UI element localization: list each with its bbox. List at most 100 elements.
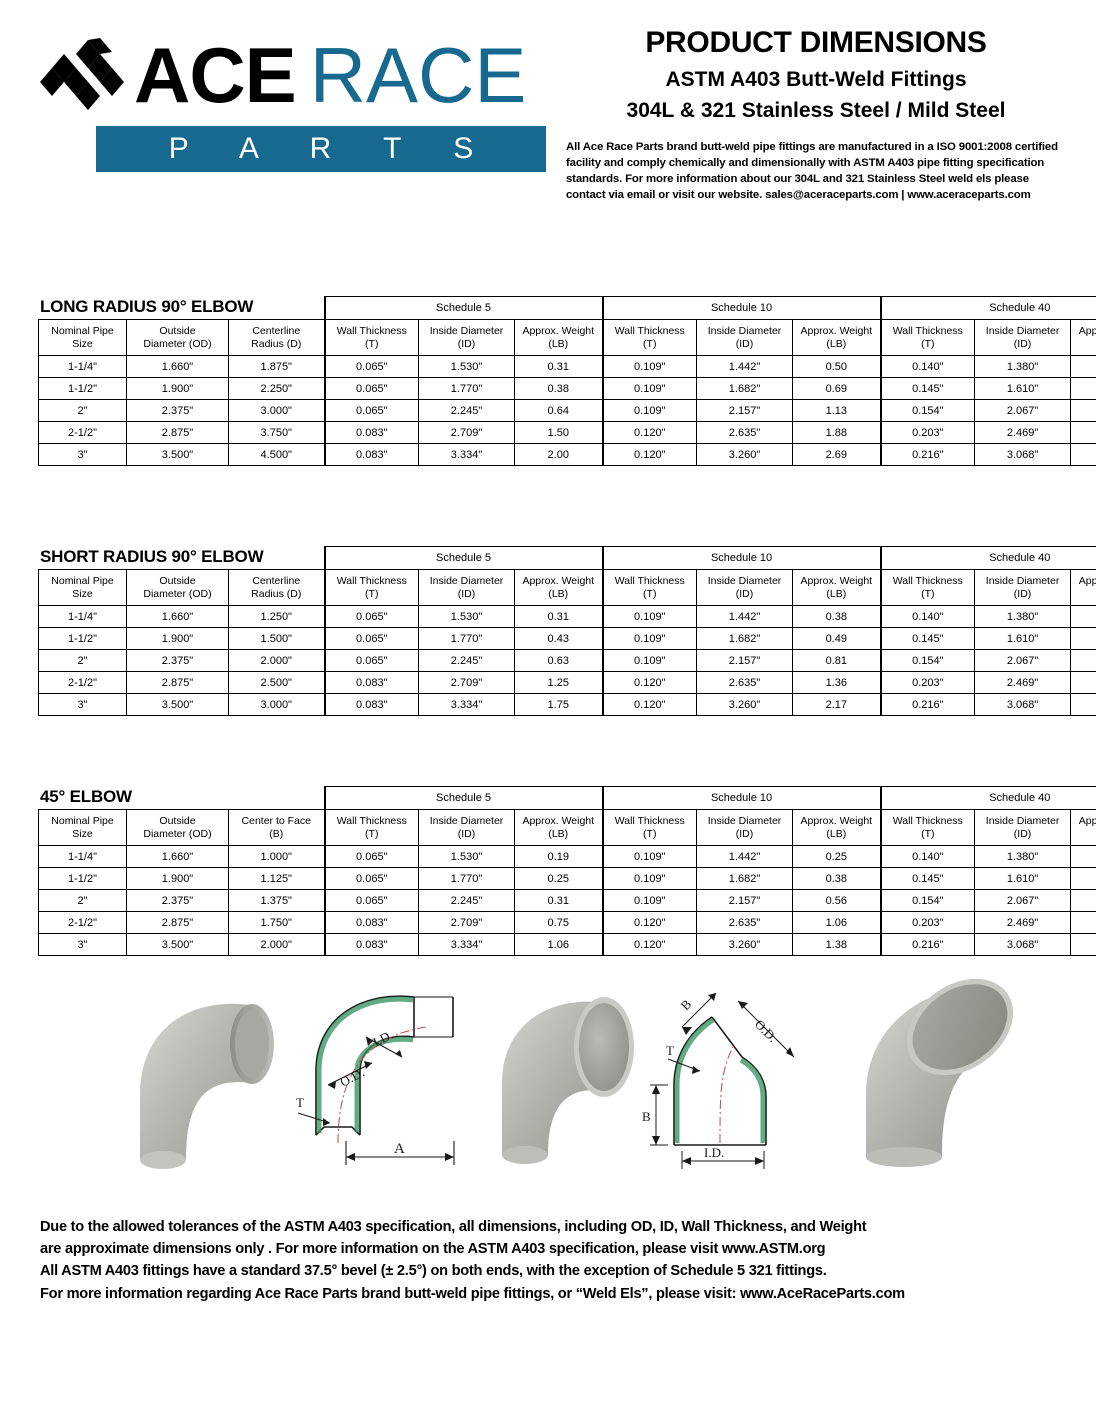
cell-s10-id: 1.682" — [696, 377, 794, 400]
schedule-40-header: Schedule 40 — [880, 546, 1096, 570]
cell-s5-id: 2.709" — [418, 421, 516, 444]
col-header-s10-inside-diameter: Inside Diameter (ID) — [696, 319, 794, 356]
col-header-s10-wall-thickness: Wall Thickness (T) — [602, 569, 698, 606]
dimensions-table: Schedule 5 Schedule 10 Schedule 40 Nomin… — [38, 786, 1096, 956]
cell-size: 1-1/4" — [38, 605, 127, 628]
cell-s10-lb: 0.81 — [792, 649, 882, 672]
cell-s40-lb: 3.00 — [1070, 421, 1096, 444]
cell-od: 1.660" — [126, 355, 229, 378]
table-row: 1-1/4" 1.660" 1.875" 0.065" 1.530" 0.31 0.109"… — [38, 355, 1096, 378]
cell-od: 1.660" — [126, 605, 229, 628]
cell-s10-id: 2.157" — [696, 649, 794, 672]
cell-s10-lb: 0.50 — [792, 355, 882, 378]
cell-size: 1-1/4" — [38, 845, 127, 868]
cell-s10-t: 0.120" — [602, 421, 698, 444]
cell-s10-id: 1.442" — [696, 355, 794, 378]
cell-s10-t: 0.109" — [602, 399, 698, 422]
table-body: 1-1/4" 1.660" 1.875" 0.065" 1.530" 0.31 0.109"… — [38, 355, 1096, 466]
cell-s5-lb: 0.75 — [514, 911, 604, 934]
cell-s40-t: 0.203" — [880, 421, 976, 444]
cell-od: 2.875" — [126, 421, 229, 444]
cell-s40-id: 1.610" — [974, 377, 1072, 400]
page-header: ACE RACE P A R T S PRODUCT DIMENSIONS AS… — [0, 0, 1096, 278]
cell-s40-t: 0.216" — [880, 443, 976, 466]
cell-s10-id: 2.157" — [696, 889, 794, 912]
cell-s10-t: 0.109" — [602, 605, 698, 628]
cell-rad: 1.500" — [227, 627, 326, 650]
schedule-5-header: Schedule 5 — [323, 296, 604, 320]
col-header-outside-diameter: Outside Diameter (OD) — [126, 809, 229, 846]
dimensions-table: Schedule 5 Schedule 10 Schedule 40 Nomin… — [38, 296, 1096, 466]
footer-line-4: For more information regarding Ace Race … — [40, 1285, 905, 1302]
cell-s40-id: 2.067" — [974, 889, 1072, 912]
cell-od: 2.875" — [126, 911, 229, 934]
table-row: 1-1/4" 1.660" 1.000" 0.065" 1.530" 0.19 0.109"… — [38, 845, 1096, 868]
cell-s10-t: 0.120" — [602, 693, 698, 716]
checkered-flag-icon — [40, 38, 124, 110]
cell-s5-lb: 1.75 — [514, 693, 604, 716]
cell-s10-id: 2.635" — [696, 911, 794, 934]
cell-s5-lb: 0.31 — [514, 355, 604, 378]
cell-s40-lb: 1.56 — [1070, 399, 1096, 422]
cell-size: 1-1/4" — [38, 355, 127, 378]
col-header-s40-wall-thickness: Wall Thickness (T) — [880, 569, 976, 606]
label-od: O.D. — [752, 1017, 780, 1045]
col-header-s10-weight: Approx. Weight (LB) — [792, 569, 882, 606]
logo-text-race: RACE — [309, 31, 527, 119]
cell-size: 2" — [38, 399, 127, 422]
cell-size: 1-1/2" — [38, 867, 127, 890]
cell-s40-id: 1.610" — [974, 867, 1072, 890]
cell-s40-lb: 1.13 — [1070, 649, 1096, 672]
cell-s10-t: 0.120" — [602, 911, 698, 934]
table-row: 2" 2.375" 1.375" 0.065" 2.245" 0.31 0.109" 2.15… — [38, 889, 1096, 912]
cell-s5-id: 1.770" — [418, 867, 516, 890]
cell-size: 3" — [38, 443, 127, 466]
cell-od: 2.875" — [126, 671, 229, 694]
cell-rad: 3.000" — [227, 399, 326, 422]
cell-rad: 1.250" — [227, 605, 326, 628]
cell-s10-lb: 0.56 — [792, 889, 882, 912]
cell-s10-lb: 1.13 — [792, 399, 882, 422]
col-header-s40-weight: Approx. Weight(LB) — [1070, 319, 1096, 356]
cell-od: 2.375" — [126, 399, 229, 422]
cell-s40-lb: 1.69 — [1070, 911, 1096, 934]
cell-s40-id: 3.068" — [974, 933, 1072, 956]
table-row: 2-1/2" 2.875" 3.750" 0.083" 2.709" 1.50 0.120"… — [38, 421, 1096, 444]
cell-size: 2" — [38, 649, 127, 672]
cell-s40-id: 3.068" — [974, 693, 1072, 716]
cell-s10-t: 0.120" — [602, 933, 698, 956]
page-subtitle-2: 304L & 321 Stainless Steel / Mild Steel — [626, 98, 1006, 122]
section-title: LONG RADIUS 90° ELBOW — [40, 296, 260, 318]
cell-s40-id: 1.380" — [974, 355, 1072, 378]
cell-rad: 1.375" — [227, 889, 326, 912]
cell-s10-id: 3.260" — [696, 933, 794, 956]
col-header-s40-wall-thickness: Wall Thickness (T) — [880, 809, 976, 846]
table-row: 2" 2.375" 3.000" 0.065" 2.245" 0.64 0.109" 2.15… — [38, 399, 1096, 422]
cell-size: 2" — [38, 889, 127, 912]
header-text-block: PRODUCT DIMENSIONS ASTM A403 Butt-Weld F… — [566, 26, 1066, 204]
cell-s10-id: 2.635" — [696, 671, 794, 694]
cell-s40-lb: 0.38 — [1070, 845, 1096, 868]
cell-s10-t: 0.109" — [602, 867, 698, 890]
label-a: A — [394, 1141, 405, 1157]
schedule-40-header: Schedule 40 — [880, 786, 1096, 810]
cell-s10-id: 1.442" — [696, 845, 794, 868]
cell-s10-t: 0.109" — [602, 377, 698, 400]
45-elbow-photo — [838, 975, 1048, 1175]
cell-s5-t: 0.083" — [323, 671, 420, 694]
footer-line-1: Due to the allowed tolerances of the AST… — [40, 1219, 867, 1235]
col-header-s40-inside-diameter: Inside Diameter (ID) — [974, 569, 1072, 606]
col-header-s5-wall-thickness: Wall Thickness (T) — [323, 809, 420, 846]
cell-rad: 3.750" — [227, 421, 326, 444]
col-header-s5-weight: Approx. Weight (LB) — [514, 569, 604, 606]
cell-s40-t: 0.154" — [880, 649, 976, 672]
cell-s10-lb: 1.38 — [792, 933, 882, 956]
cell-od: 3.500" — [126, 443, 229, 466]
cell-s5-lb: 0.64 — [514, 399, 604, 422]
col-header-s10-inside-diameter: Inside Diameter (ID) — [696, 569, 794, 606]
cell-s10-t: 0.109" — [602, 355, 698, 378]
col-header-s5-wall-thickness: Wall Thickness (T) — [323, 569, 420, 606]
cell-s5-id: 3.334" — [418, 933, 516, 956]
col-header-s40-wall-thickness: Wall Thickness (T) — [880, 319, 976, 356]
table-row: 3" 3.500" 3.000" 0.083" 3.334" 1.75 0.120" 3.26… — [38, 693, 1096, 716]
